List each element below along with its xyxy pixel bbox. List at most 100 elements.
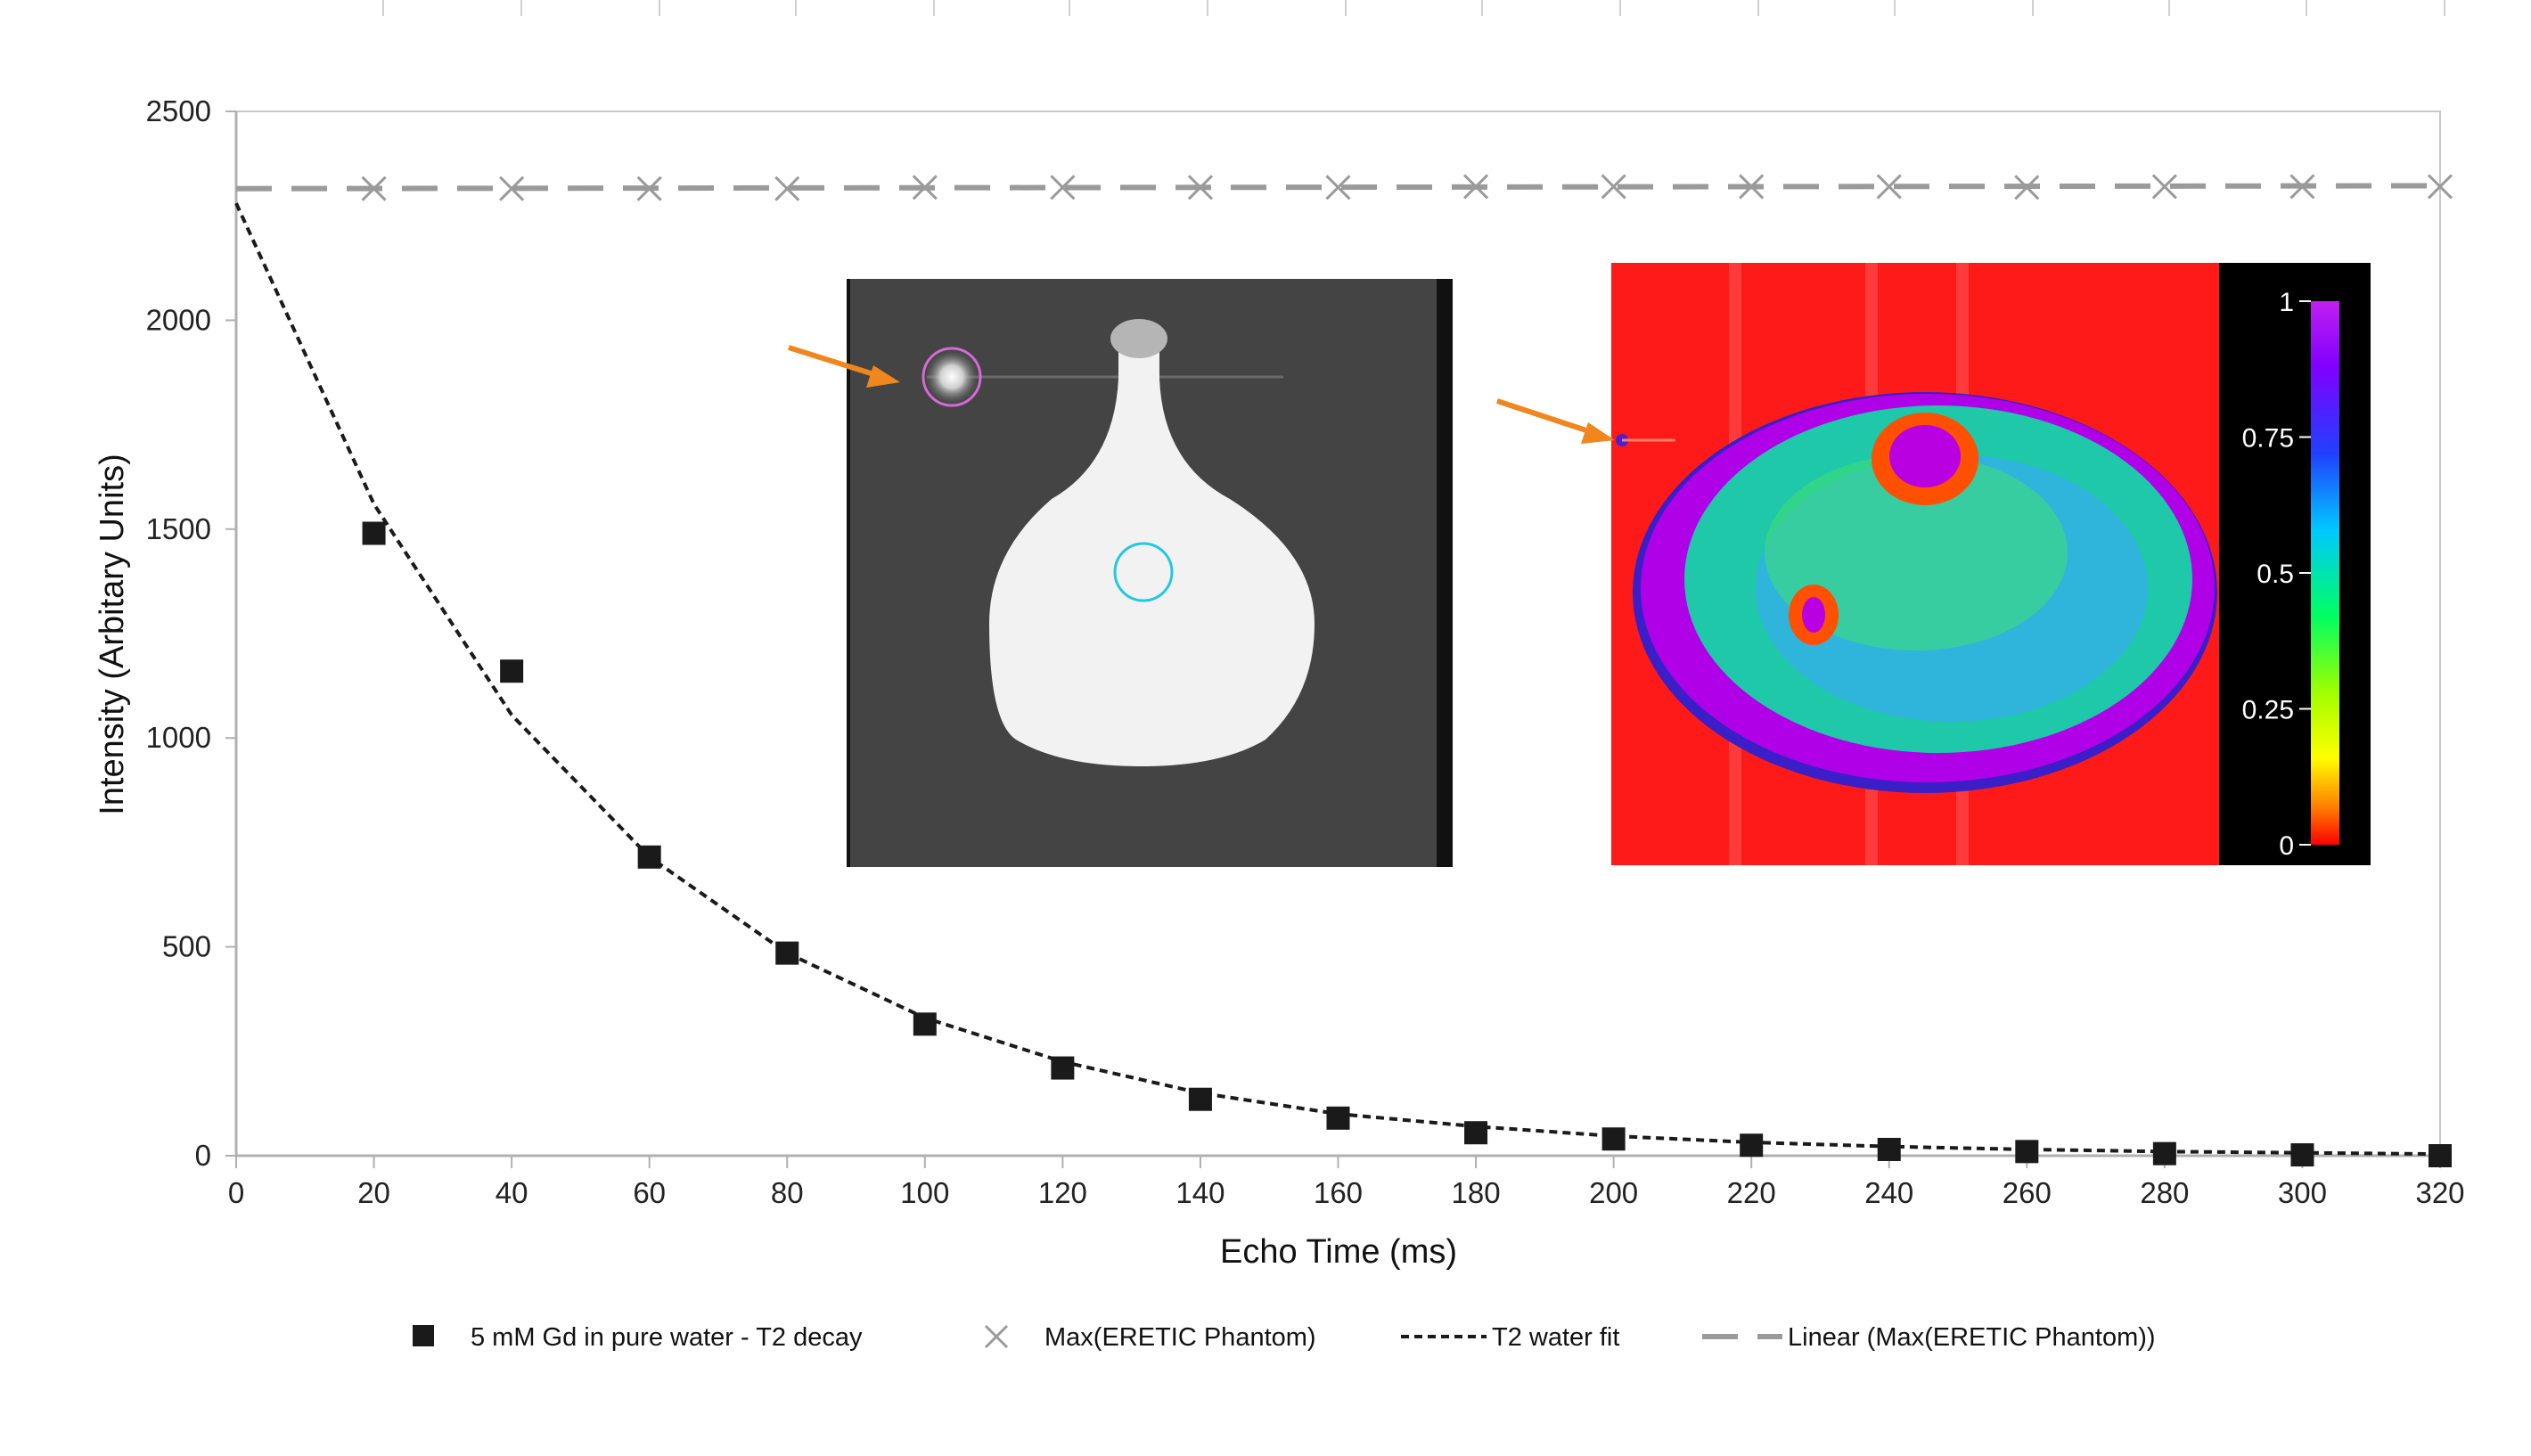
- x-marker-stroke: [912, 175, 938, 200]
- x-marker: [2289, 174, 2315, 200]
- roi-water-circle: [1113, 542, 1174, 602]
- x-tick-label: 100: [900, 1176, 949, 1209]
- y-ticks: 0 500 1000 1500 2000 2500: [146, 94, 236, 1172]
- x-marker: [1325, 175, 1351, 200]
- colorbar: [2311, 301, 2339, 845]
- x-tick-label: 280: [2140, 1176, 2189, 1209]
- data-point-square: [2290, 1143, 2314, 1167]
- y-tick-label: 2000: [146, 303, 211, 336]
- colorbar-tick-label: 0.25: [2242, 696, 2294, 725]
- x-tick-label: 200: [1589, 1176, 1638, 1209]
- x-marker-stroke: [1463, 174, 1489, 200]
- x-marker: [361, 176, 387, 201]
- x-tick-label: 300: [2278, 1176, 2327, 1209]
- x-tick-label: 180: [1452, 1176, 1501, 1209]
- data-point-square: [1601, 1127, 1626, 1151]
- x-marker: [1050, 175, 1076, 200]
- x-marker: [2014, 175, 2040, 200]
- x-marker-stroke: [2427, 174, 2453, 200]
- y-tick-label: 500: [162, 930, 211, 963]
- x-tick-label: 120: [1038, 1176, 1087, 1209]
- x-tick-label: 220: [1727, 1176, 1776, 1209]
- y-tick-label: 2500: [146, 94, 211, 127]
- colorbar-ticks: 1 0.75 0.5 0.25 0: [2242, 288, 2311, 861]
- x-marker-stroke: [636, 176, 662, 201]
- data-point-square: [637, 845, 661, 869]
- arrow-line: [788, 345, 883, 380]
- x-marker: [1739, 174, 1765, 200]
- series-5mm-gd-t2-decay: [362, 521, 2452, 1167]
- legend-x-icon: [984, 1324, 1009, 1349]
- x-marker-stroke: [1601, 174, 1626, 200]
- y-tick-label: 1500: [146, 512, 211, 545]
- x-axis-title: Echo Time (ms): [1220, 1233, 1457, 1271]
- data-point-square: [2015, 1140, 2039, 1164]
- x-marker-stroke: [1325, 175, 1351, 200]
- data-point-square: [1464, 1121, 1488, 1145]
- legend: 5 mM Gd in pure water - T2 decay Max(ERET…: [413, 1323, 2156, 1352]
- data-point-square: [2152, 1141, 2176, 1166]
- legend-label: 5 mM Gd in pure water - T2 decay: [471, 1323, 863, 1352]
- colorbar-tick-label: 0: [2279, 831, 2294, 861]
- legend-label: Max(ERETIC Phantom): [1044, 1323, 1316, 1352]
- data-point-square: [1740, 1133, 1764, 1157]
- data-point-square: [2429, 1144, 2452, 1167]
- x-marker: [1187, 175, 1213, 200]
- series-linear-max-eretic-phantom: [235, 183, 2441, 192]
- legend-x-stroke: [984, 1324, 1009, 1349]
- x-marker-stroke: [2014, 175, 2040, 200]
- x-tick-label: 160: [1314, 1176, 1363, 1209]
- inset-colormap-image: 1 0.75 0.5 0.25 0: [1496, 263, 2371, 865]
- x-marker-stroke: [361, 176, 387, 201]
- x-marker: [2151, 174, 2177, 200]
- data-point-square: [1326, 1106, 1350, 1130]
- y-tick-label: 1000: [146, 721, 211, 754]
- x-tick-label: 260: [2003, 1176, 2052, 1209]
- data-point-square: [362, 521, 386, 545]
- inset-phantom-image: [788, 279, 1453, 867]
- data-point-square: [500, 659, 524, 683]
- legend-label: T2 water fit: [1492, 1323, 1619, 1352]
- colorbar-tick-label: 0.5: [2257, 560, 2294, 589]
- top-separators: [382, 0, 2445, 16]
- legend-square-icon: [413, 1325, 434, 1346]
- x-marker: [1876, 174, 1902, 200]
- x-tick-label: 140: [1175, 1176, 1225, 1209]
- x-marker: [499, 176, 525, 201]
- y-axis-title: Intensity (Arbitary Units): [94, 454, 131, 814]
- y-tick-label: 0: [195, 1139, 211, 1172]
- colorbar-tick-label: 0.75: [2242, 424, 2294, 454]
- x-marker-stroke: [2289, 174, 2315, 200]
- x-tick-label: 80: [771, 1176, 804, 1209]
- linear-trend-line: [235, 183, 2441, 192]
- x-ticks: 0 20 40 60 80 100 120 140 160 180 200 220 240 260 280 3…: [228, 1156, 2465, 1209]
- data-point-square: [1877, 1137, 1901, 1161]
- x-marker-stroke: [1739, 174, 1765, 200]
- colorbar-tick-label: 1: [2279, 288, 2294, 317]
- x-marker-stroke: [1876, 174, 1902, 200]
- data-point-square: [1051, 1056, 1075, 1080]
- roi-marker-circle: [921, 347, 982, 407]
- x-tick-label: 0: [228, 1176, 244, 1209]
- x-marker: [774, 176, 800, 201]
- x-marker-stroke: [499, 176, 525, 201]
- data-point-square: [913, 1012, 937, 1036]
- x-marker: [2427, 174, 2453, 200]
- data-point-square: [1188, 1087, 1212, 1111]
- arrow-line: [1496, 398, 1598, 437]
- arrow-head-icon: [1581, 422, 1615, 444]
- x-tick-label: 20: [357, 1176, 390, 1209]
- x-marker: [1601, 174, 1626, 200]
- x-tick-label: 40: [496, 1176, 528, 1209]
- x-marker-stroke: [1187, 175, 1213, 200]
- data-point-square: [775, 941, 799, 965]
- legend-label: Linear (Max(ERETIC Phantom)): [1788, 1323, 2156, 1352]
- x-tick-label: 60: [633, 1176, 666, 1209]
- x-marker-stroke: [774, 176, 800, 201]
- arrow-head-icon: [866, 365, 900, 388]
- x-marker-stroke: [2151, 174, 2177, 200]
- x-marker: [1463, 174, 1489, 200]
- x-marker: [912, 175, 938, 200]
